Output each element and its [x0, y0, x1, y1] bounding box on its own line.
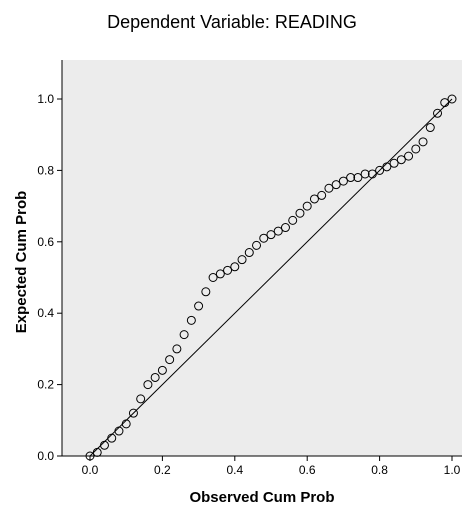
data-point: [331, 180, 341, 190]
data-point: [411, 144, 421, 154]
data-point: [259, 233, 269, 243]
chart-title: Dependent Variable: READING: [107, 12, 357, 32]
y-axis-title: Expected Cum Prob: [13, 191, 30, 334]
data-point: [186, 315, 196, 325]
data-point: [280, 223, 290, 233]
data-point: [295, 208, 305, 218]
data-point: [309, 194, 319, 204]
data-point: [302, 201, 312, 211]
data-point: [128, 408, 138, 418]
data-point: [223, 265, 233, 275]
data-point: [244, 248, 254, 258]
data-point: [425, 123, 435, 133]
data-point: [194, 301, 204, 311]
data-point: [404, 151, 414, 161]
y-axis-ticks: 0.0 0.2 0.4 0.6 0.8 1.0: [37, 92, 62, 463]
reference-diagonal-line: [89, 98, 453, 457]
data-point: [447, 94, 457, 104]
data-point: [172, 344, 182, 354]
data-point: [433, 108, 443, 118]
data-point: [375, 165, 385, 175]
data-point: [273, 226, 283, 236]
x-axis-ticks: 0.0 0.2 0.4 0.6 0.8 1.0: [82, 456, 461, 477]
y-tick-label: 0.0: [37, 449, 54, 463]
x-tick-label: 0.4: [226, 463, 243, 477]
x-tick-label: 0.2: [154, 463, 171, 477]
data-point: [288, 215, 298, 225]
y-tick-label: 1.0: [37, 92, 54, 106]
data-point: [346, 173, 356, 183]
data-points: [85, 94, 457, 461]
data-point: [252, 240, 262, 250]
data-point: [360, 169, 370, 179]
y-tick-label: 0.2: [37, 378, 54, 392]
data-point: [179, 330, 189, 340]
data-point: [266, 230, 276, 240]
data-point: [230, 262, 240, 272]
plot-area: [62, 60, 462, 456]
x-tick-label: 0.8: [371, 463, 388, 477]
x-tick-label: 0.6: [299, 463, 316, 477]
data-point: [136, 394, 146, 404]
data-point: [150, 372, 160, 382]
data-point: [389, 158, 399, 168]
data-point: [317, 190, 327, 200]
y-tick-label: 0.8: [37, 163, 54, 177]
data-point: [237, 255, 247, 265]
data-point: [324, 183, 334, 193]
data-point: [143, 380, 153, 390]
data-point: [165, 355, 175, 365]
x-axis-title: Observed Cum Prob: [189, 489, 334, 506]
data-point: [157, 365, 167, 375]
y-tick-label: 0.6: [37, 235, 54, 249]
data-point: [396, 155, 406, 165]
data-point: [353, 173, 363, 183]
y-tick-label: 0.4: [37, 306, 54, 320]
data-point: [208, 273, 218, 282]
data-point: [201, 287, 211, 297]
data-point: [215, 269, 225, 279]
x-tick-label: 0.0: [82, 463, 99, 477]
data-point: [338, 176, 348, 186]
data-point: [418, 137, 428, 147]
x-tick-label: 1.0: [444, 463, 461, 477]
